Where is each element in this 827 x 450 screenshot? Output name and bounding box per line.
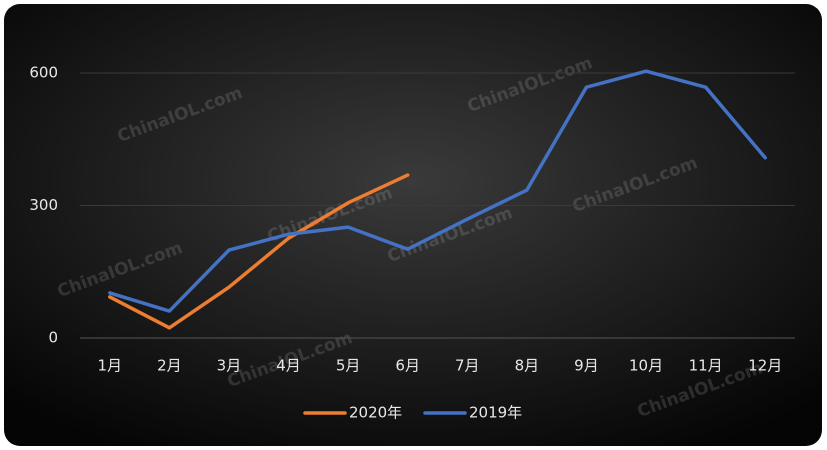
series-line <box>108 69 767 313</box>
legend-label: 2020年 <box>349 404 402 422</box>
x-tick-label: 8月 <box>515 357 540 375</box>
x-tick-label: 3月 <box>217 357 242 375</box>
x-tick-label: 4月 <box>276 357 301 375</box>
x-tick-label: 10月 <box>629 357 663 375</box>
chart-background <box>4 4 822 446</box>
series-line <box>108 173 410 330</box>
x-tick-label: 2月 <box>157 357 182 375</box>
x-tick-label: 12月 <box>748 357 782 375</box>
x-tick-label: 5月 <box>336 357 361 375</box>
x-tick-label: 6月 <box>395 357 420 375</box>
x-tick-label: 11月 <box>689 357 723 375</box>
y-tick-label: 600 <box>29 64 58 82</box>
x-tick-label: 1月 <box>98 357 123 375</box>
y-tick-label: 0 <box>48 329 58 347</box>
x-tick-label: 7月 <box>455 357 480 375</box>
legend-label: 2019年 <box>469 404 522 422</box>
x-tick-label: 9月 <box>574 357 599 375</box>
y-tick-label: 300 <box>29 196 58 214</box>
